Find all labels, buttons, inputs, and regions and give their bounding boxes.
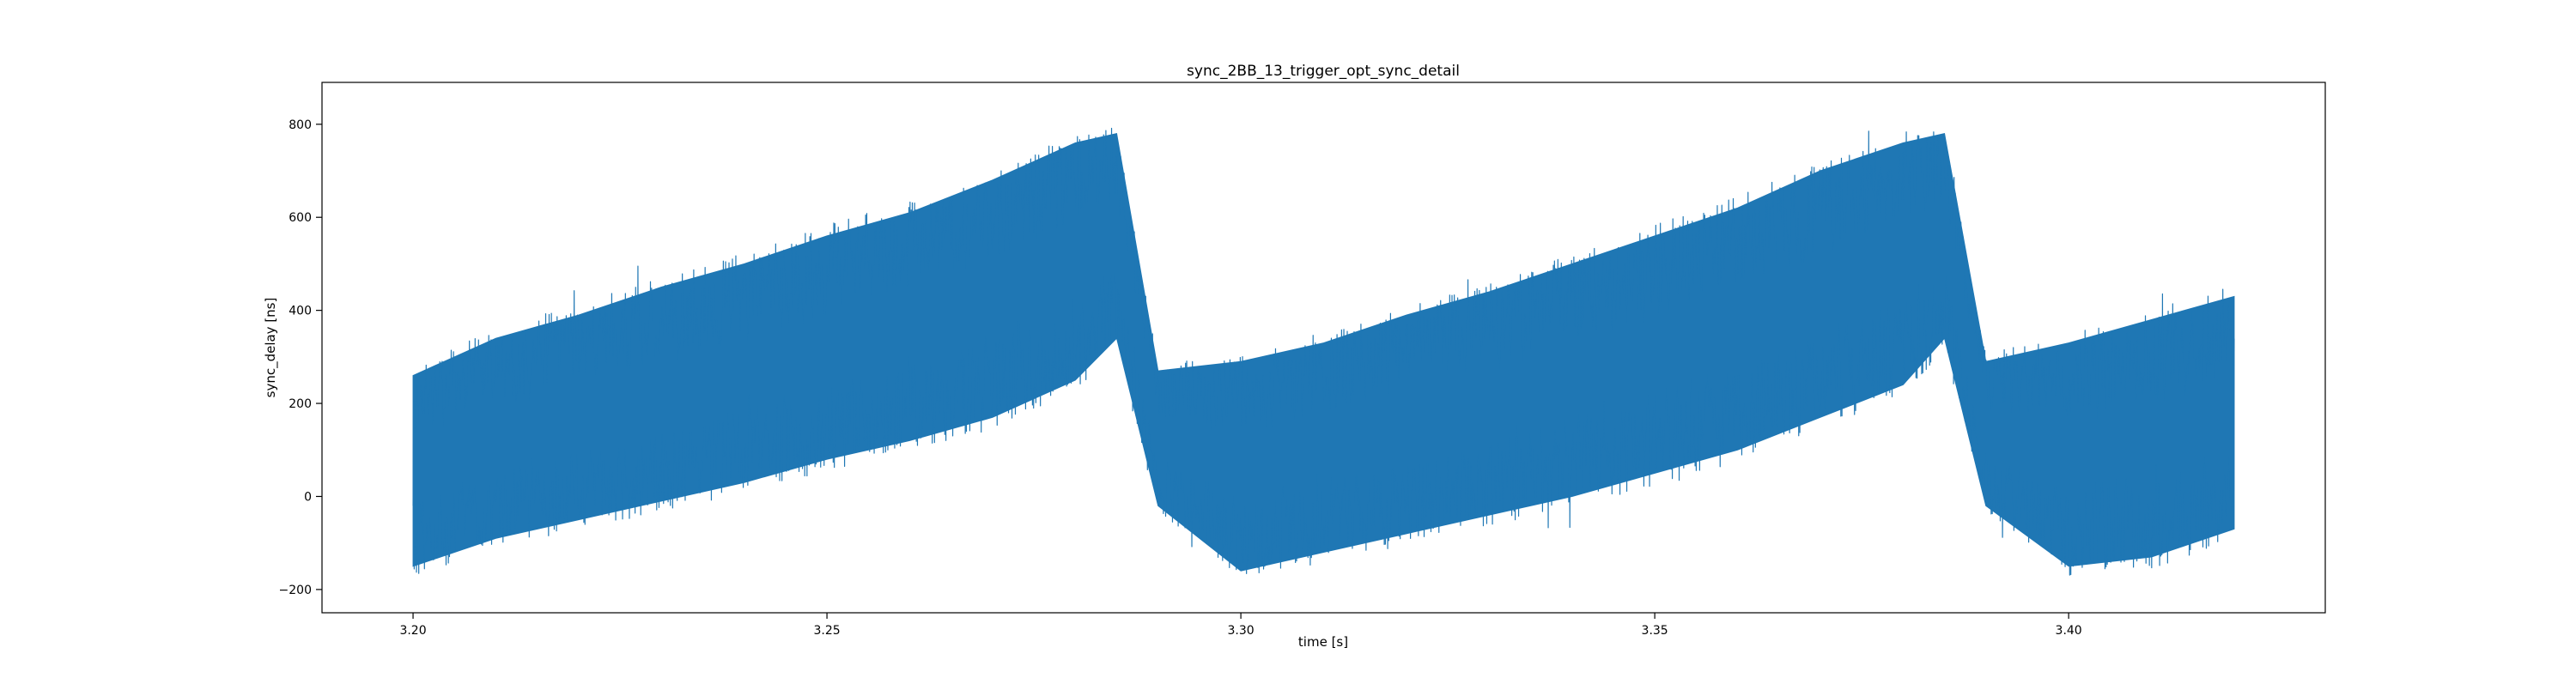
x-tick-label: 3.35 — [1642, 624, 1668, 638]
y-tick-label: 600 — [289, 211, 312, 225]
x-tick-label: 3.20 — [399, 624, 426, 638]
x-tick-label: 3.30 — [1228, 624, 1255, 638]
y-tick-label: 800 — [289, 118, 312, 132]
y-tick-label: 0 — [304, 490, 312, 504]
y-tick-label: 400 — [289, 305, 312, 318]
x-axis-label: time [s] — [1298, 634, 1348, 650]
x-tick-label: 3.25 — [813, 624, 840, 638]
chart-title: sync_2BB_13_trigger_opt_sync_detail — [1187, 63, 1460, 80]
y-axis-label: sync_delay [ns] — [263, 298, 279, 398]
x-tick-label: 3.40 — [2056, 624, 2082, 638]
y-tick-label: 200 — [289, 397, 312, 411]
y-tick-label: −200 — [279, 584, 312, 597]
